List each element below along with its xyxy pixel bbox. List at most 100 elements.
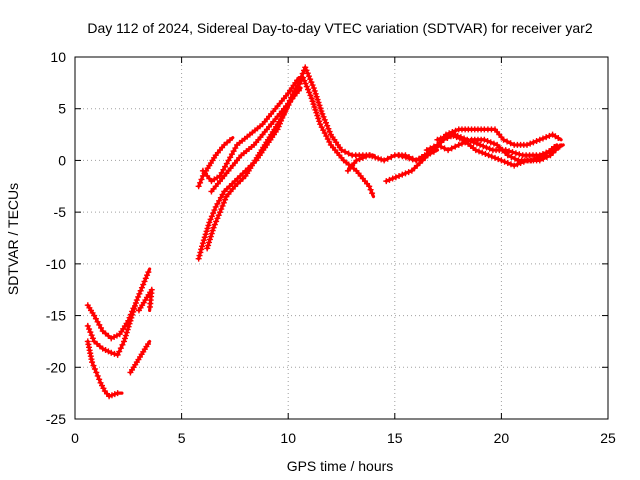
- data-point: [225, 157, 232, 164]
- data-point: [488, 153, 495, 160]
- data-point: [527, 140, 534, 147]
- series-markers-sat-o: [423, 136, 558, 164]
- series-markers-sat-c: [84, 338, 121, 400]
- series-markers-sat-b: [84, 269, 152, 358]
- series-group: [84, 64, 565, 400]
- data-point: [455, 141, 462, 148]
- data-point: [311, 87, 318, 94]
- y-tick-label: -20: [46, 359, 66, 375]
- data-point: [197, 249, 204, 256]
- data-point: [423, 147, 430, 154]
- x-tick-label: 0: [71, 430, 79, 446]
- data-point: [108, 349, 115, 356]
- y-axis-title: SDTVAR / TECUs: [5, 183, 21, 295]
- data-point: [447, 131, 454, 138]
- data-point: [121, 335, 128, 342]
- data-point: [504, 160, 511, 167]
- data-point: [363, 153, 370, 160]
- data-point: [206, 236, 213, 243]
- data-point: [504, 152, 511, 159]
- data-point: [96, 321, 103, 328]
- data-point: [453, 134, 460, 141]
- plot-frame: [74, 56, 609, 420]
- data-point: [378, 156, 385, 163]
- data-point: [208, 213, 215, 220]
- data-point: [485, 152, 492, 159]
- y-tick-label: -10: [46, 256, 66, 272]
- data-point: [481, 136, 488, 143]
- data-point: [338, 147, 345, 154]
- data-point: [94, 318, 101, 325]
- data-point: [214, 200, 221, 207]
- data-point: [138, 284, 145, 291]
- data-point: [326, 128, 333, 135]
- data-point: [487, 139, 494, 146]
- data-point: [399, 171, 406, 178]
- data-point: [448, 145, 455, 152]
- data-point: [227, 154, 234, 161]
- data-point: [315, 99, 322, 106]
- data-point: [295, 87, 302, 94]
- data-point: [372, 154, 379, 161]
- data-point: [473, 140, 480, 147]
- data-point: [124, 326, 131, 333]
- data-point: [296, 80, 303, 87]
- data-point: [232, 145, 239, 152]
- data-point: [144, 272, 151, 279]
- data-point: [132, 300, 139, 307]
- data-point: [507, 140, 514, 147]
- data-point: [209, 227, 216, 234]
- data-point: [141, 278, 148, 285]
- y-tick-label: -25: [46, 411, 66, 427]
- data-point: [308, 79, 315, 86]
- data-point: [145, 341, 152, 348]
- data-point: [216, 197, 223, 204]
- data-point: [509, 149, 516, 156]
- data-point: [409, 156, 416, 163]
- data-point: [437, 143, 444, 150]
- data-point: [512, 150, 519, 157]
- data-point: [122, 332, 129, 339]
- data-point: [315, 115, 322, 122]
- data-point: [322, 119, 329, 126]
- data-point: [484, 138, 491, 145]
- data-point: [125, 323, 132, 330]
- data-point: [220, 166, 227, 173]
- data-point: [381, 157, 388, 164]
- x-axis-title: GPS time / hours: [287, 458, 394, 474]
- data-point: [205, 242, 212, 249]
- data-point: [317, 105, 324, 112]
- data-point: [462, 139, 469, 146]
- data-point: [94, 372, 101, 379]
- data-point: [214, 215, 221, 222]
- data-point: [440, 134, 447, 141]
- data-point: [226, 137, 233, 144]
- y-tick-label: -15: [46, 308, 66, 324]
- data-point: [302, 80, 309, 87]
- data-point: [534, 154, 541, 161]
- data-point: [316, 118, 323, 125]
- data-point: [199, 240, 206, 247]
- data-point: [318, 108, 325, 115]
- data-point: [306, 89, 313, 96]
- data-point: [108, 392, 115, 399]
- data-point: [523, 141, 530, 148]
- data-point: [228, 151, 235, 158]
- data-point: [314, 112, 321, 119]
- x-tick-label: 10: [280, 430, 296, 446]
- data-point: [301, 77, 308, 84]
- data-point: [479, 149, 486, 156]
- data-point: [310, 85, 317, 92]
- data-point: [127, 317, 134, 324]
- data-point: [486, 145, 493, 152]
- x-tick-label: 25: [600, 430, 616, 446]
- data-point: [539, 135, 546, 142]
- data-point: [389, 175, 396, 182]
- data-point: [142, 275, 149, 282]
- data-point: [114, 351, 121, 358]
- data-point: [91, 366, 98, 373]
- data-point: [383, 178, 390, 185]
- data-point: [87, 329, 94, 336]
- data-point: [369, 153, 376, 160]
- data-point: [430, 143, 437, 150]
